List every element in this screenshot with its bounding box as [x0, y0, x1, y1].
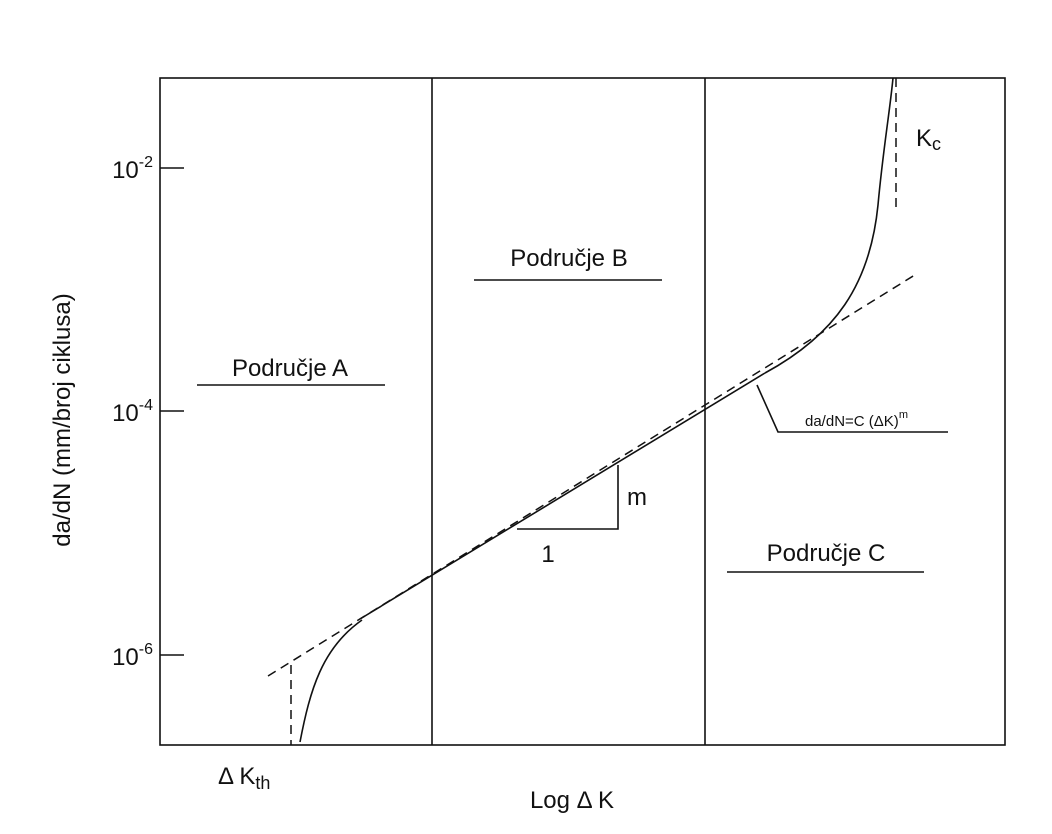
slope-run: 1	[541, 541, 554, 568]
fracture-curve	[764, 77, 894, 374]
plot-frame	[159, 77, 1006, 746]
x-axis-label: Log Δ K	[530, 787, 614, 814]
slope-triangle	[517, 465, 619, 530]
threshold-curve	[299, 619, 363, 743]
y-axis-label: da/dN (mm/broj ciklusa)	[49, 293, 76, 546]
paris-line	[359, 372, 766, 620]
region-label: Područje A	[232, 355, 348, 382]
y-tick-label: 10-6	[112, 641, 153, 671]
y-tick-label: 10-2	[112, 154, 153, 184]
region-label: Područje B	[510, 245, 627, 272]
kc-label: Kc	[916, 125, 941, 154]
slope-rise: m	[627, 484, 647, 511]
equation: da/dN=C (ΔK)m	[805, 409, 908, 430]
equation-leader	[756, 384, 948, 433]
kth-label: Δ Kth	[218, 763, 270, 793]
y-tick-label: 10-4	[112, 397, 153, 427]
region-label: Područje C	[767, 540, 886, 567]
